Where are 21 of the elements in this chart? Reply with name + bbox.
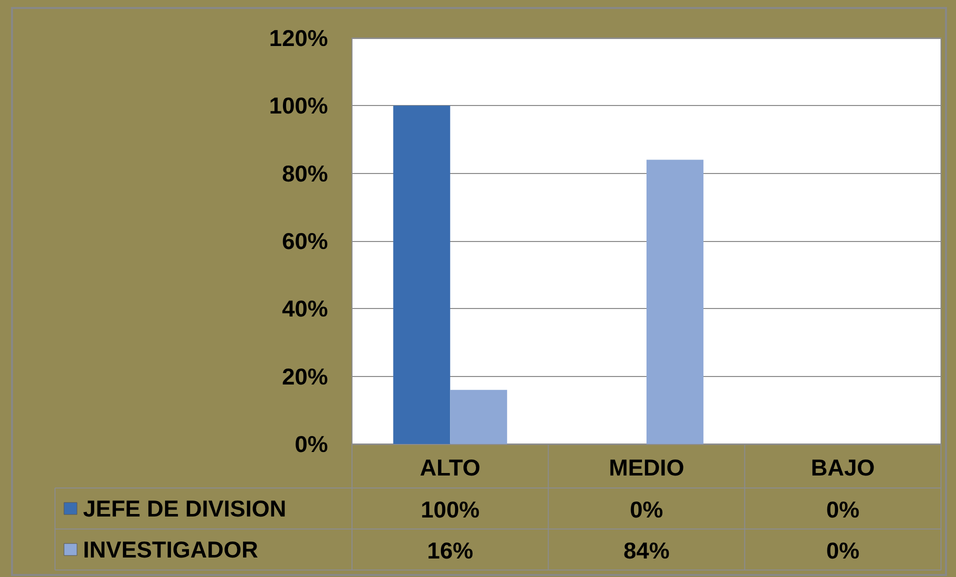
data-label: 16%: [427, 538, 474, 564]
y-tick-label: 40%: [282, 296, 328, 322]
bar: [393, 106, 450, 444]
x-tick-label: ALTO: [420, 454, 480, 480]
x-tick-label: BAJO: [810, 454, 875, 480]
y-tick-label: 80%: [282, 160, 328, 186]
y-tick-label: 60%: [282, 228, 328, 254]
data-label: 100%: [420, 496, 480, 522]
data-label: 84%: [623, 538, 670, 564]
x-tick-label: MEDIO: [608, 454, 684, 480]
legend-label: JEFE DE DIVISION: [83, 496, 286, 522]
y-tick-label: 20%: [282, 363, 328, 390]
legend-label: INVESTIGADOR: [83, 536, 258, 562]
data-label: 0%: [826, 538, 860, 564]
y-tick-label: 0%: [294, 431, 328, 457]
bar: [450, 390, 508, 444]
bar: [646, 160, 704, 444]
y-tick-label: 100%: [269, 92, 328, 119]
data-label: 0%: [826, 496, 860, 522]
data-label: 0%: [630, 496, 664, 522]
y-tick-label: 120%: [269, 25, 328, 51]
